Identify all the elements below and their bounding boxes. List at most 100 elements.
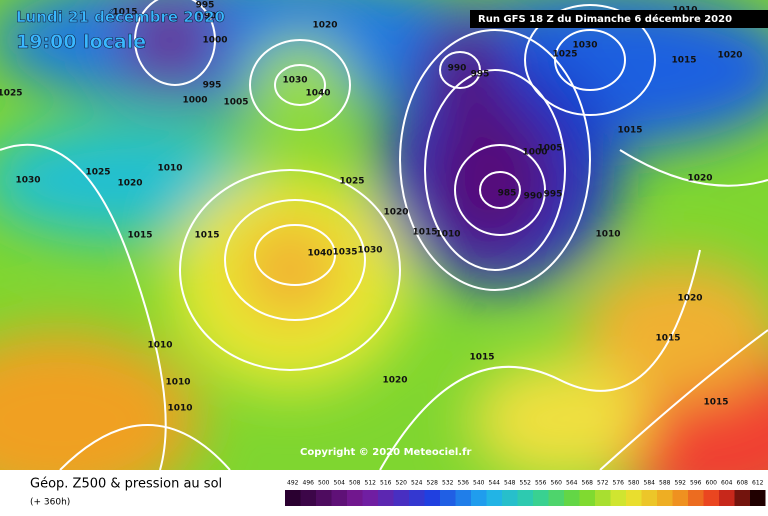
isobar-label: 1030 [282, 76, 307, 86]
isobar-label: 1040 [305, 89, 330, 99]
isobar-label: 1020 [312, 21, 337, 31]
scale-swatch [703, 490, 719, 506]
isobar-label: 1010 [595, 230, 620, 240]
scale-swatch [300, 490, 316, 506]
isobar-label: 1025 [0, 89, 23, 99]
scale-label: 552 [520, 480, 532, 487]
isobar-label: 1015 [127, 231, 152, 241]
scale-swatch [564, 490, 580, 506]
isobar-label: 1025 [552, 50, 577, 60]
scale-label: 608 [737, 480, 749, 487]
isobar-label: 1015 [703, 398, 728, 408]
scale-label: 560 [551, 480, 563, 487]
scale-label: 508 [349, 480, 361, 487]
scale-swatch [657, 490, 673, 506]
scale-label: 548 [504, 480, 516, 487]
isobar-label: 1015 [412, 228, 437, 238]
scale-label: 520 [396, 480, 408, 487]
scale-label: 580 [628, 480, 640, 487]
scale-swatch [672, 490, 688, 506]
scale-swatch [579, 490, 595, 506]
isobar-label: 1025 [85, 168, 110, 178]
scale-label: 564 [566, 480, 578, 487]
isobar-label: 1015 [671, 56, 696, 66]
isobar-label: 1015 [655, 334, 680, 344]
scale-swatch [610, 490, 626, 506]
isobar-label: 995 [544, 190, 563, 200]
isobar-label: 1020 [687, 174, 712, 184]
isobar-label: 1015 [112, 8, 137, 18]
scale-label: 576 [613, 480, 625, 487]
isobar-label: 1015 [617, 126, 642, 136]
isobar-label: 1020 [717, 51, 742, 61]
isobar-label: 1010 [165, 378, 190, 388]
isobar-label: 995 [196, 1, 215, 11]
isobar-label: 990 [448, 64, 467, 74]
scale-swatch [393, 490, 409, 506]
isobar-label: 1035 [332, 248, 357, 258]
scale-swatch [424, 490, 440, 506]
legend-title: Géop. Z500 & pression au sol [30, 477, 222, 492]
scale-swatch [641, 490, 657, 506]
scale-swatch [533, 490, 549, 506]
scale-label: 516 [380, 480, 392, 487]
scale-swatch [362, 490, 378, 506]
forecast-time: 19:00 locale [16, 31, 146, 53]
scale-label: 604 [721, 480, 733, 487]
isobar-label: 985 [498, 189, 517, 199]
scale-label: 612 [752, 480, 764, 487]
isobar-label: 1020 [382, 376, 407, 386]
isobar-label: 1030 [357, 246, 382, 256]
isobar-label: 1005 [537, 144, 562, 154]
scale-swatch [347, 490, 363, 506]
isobar-label: 990 [198, 12, 217, 22]
isobar-label: 1010 [147, 341, 172, 351]
isobar-label: 995 [203, 81, 222, 91]
isobar-label: 990 [524, 192, 543, 202]
run-info: Run GFS 18 Z du Dimanche 6 décembre 2020 [478, 13, 732, 25]
scale-swatch [595, 490, 611, 506]
scale-label: 544 [489, 480, 501, 487]
isobars [0, 0, 768, 470]
scale-label: 588 [659, 480, 671, 487]
isobar-label: 1015 [469, 353, 494, 363]
isobar-label: 1010 [157, 164, 182, 174]
scale-swatch [750, 490, 766, 506]
isobar-label: 1010 [167, 404, 192, 414]
isobar-label: 1020 [677, 294, 702, 304]
isobar-label: 1030 [15, 176, 40, 186]
isobar-label: 1020 [117, 179, 142, 189]
scale-label: 512 [365, 480, 377, 487]
scale-swatch [626, 490, 642, 506]
scale-label: 556 [535, 480, 547, 487]
scale-label: 600 [706, 480, 718, 487]
scale-swatch [719, 490, 735, 506]
scale-label: 592 [675, 480, 687, 487]
isobar-label: 1025 [339, 177, 364, 187]
scale-label: 500 [318, 480, 330, 487]
scale-swatch [409, 490, 425, 506]
forecast-date: Lundi 21 décembre 2020 [16, 8, 225, 26]
scale-label: 504 [334, 480, 346, 487]
scale-swatch [517, 490, 533, 506]
scale-swatch [455, 490, 471, 506]
scale-swatch [440, 490, 456, 506]
isobar-label: 1000 [522, 148, 547, 158]
scale-label: 572 [597, 480, 609, 487]
scale-label: 528 [427, 480, 439, 487]
scale-label: 536 [458, 480, 470, 487]
isobar-label: 1000 [202, 36, 227, 46]
isobar-label: 1010 [435, 230, 460, 240]
isobar-label: 1030 [572, 41, 597, 51]
scale-label: 492 [287, 480, 299, 487]
scale-swatch [471, 490, 487, 506]
scale-swatch [688, 490, 704, 506]
scale-swatch [548, 490, 564, 506]
scale-swatch [331, 490, 347, 506]
scale-label: 496 [303, 480, 315, 487]
scale-label: 568 [582, 480, 594, 487]
scale-label: 584 [644, 480, 656, 487]
scale-swatch [734, 490, 750, 506]
legend-subtitle: (+ 360h) [30, 498, 70, 508]
